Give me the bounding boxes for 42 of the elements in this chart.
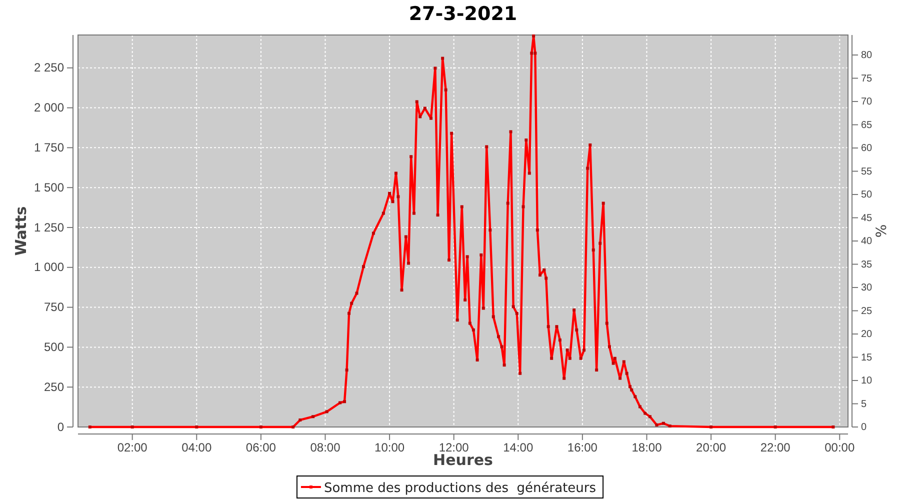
y2-tick-label: 0 (861, 422, 867, 434)
x-tick-label: 08:00 (310, 440, 341, 455)
y2-tick-label: 80 (861, 50, 873, 62)
y-tick-label: 2 250 (34, 60, 64, 75)
y2-tick-label: 35 (861, 259, 873, 270)
x-tick-label: 14:00 (503, 440, 534, 455)
y2-tick-label: 65 (861, 120, 873, 131)
y-axis-title: Watts (12, 206, 30, 256)
x-tick-label: 18:00 (632, 440, 662, 455)
x-tick-label: 22:00 (760, 440, 791, 455)
y2-tick-label: 75 (861, 73, 873, 84)
x-tick-label: 10:00 (374, 440, 405, 455)
legend-label: Somme des productions des générateurs (324, 481, 596, 496)
x-tick-label: 06:00 (246, 440, 276, 455)
y2-tick-label: 20 (861, 329, 873, 340)
x-tick-label: 16:00 (567, 440, 598, 455)
y2-axis-title: % (874, 224, 890, 238)
y2-tick-label: 50 (861, 190, 873, 201)
y-tick-label: 500 (44, 340, 64, 354)
y2-tick-label: 25 (861, 306, 873, 317)
y-tick-label: 1 750 (34, 140, 64, 155)
y2-tick-label: 60 (861, 143, 873, 154)
y-tick-label: 750 (44, 300, 64, 314)
y2-tick-label: 55 (861, 166, 873, 178)
x-tick-label: 20:00 (696, 440, 726, 455)
y2-tick-label: 70 (861, 96, 873, 108)
x-tick-label: 02:00 (117, 440, 148, 455)
y-tick-label: 1 000 (34, 260, 64, 274)
chart-title: 27-3-2021 (408, 3, 518, 25)
y2-tick-label: 10 (861, 376, 873, 387)
y-tick-label: 2 000 (34, 100, 64, 115)
y-tick-label: 250 (44, 380, 64, 394)
y2-tick-label: 45 (861, 212, 873, 224)
y2-tick-label: 5 (861, 398, 867, 410)
y2-tick-label: 40 (861, 236, 873, 248)
x-tick-label: 00:00 (824, 440, 855, 455)
y-tick-label: 0 (57, 420, 64, 434)
y2-tick-label: 30 (861, 282, 873, 294)
y2-tick-label: 15 (861, 352, 873, 364)
y-tick-label: 1 500 (34, 180, 64, 194)
x-tick-label: 04:00 (182, 440, 212, 455)
y-tick-label: 1 250 (34, 220, 64, 234)
